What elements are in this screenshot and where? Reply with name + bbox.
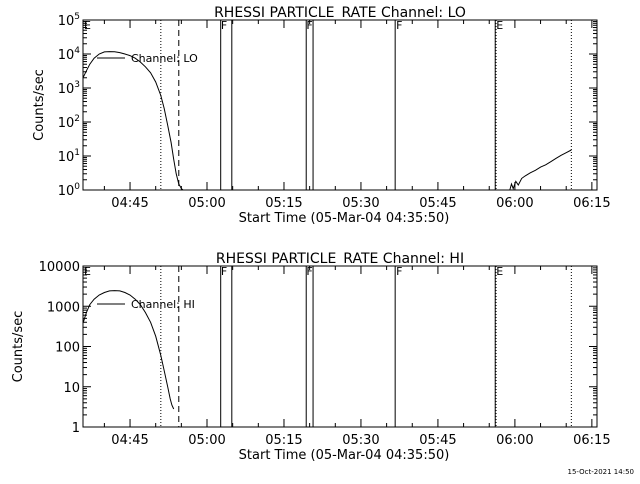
flag-label: F xyxy=(306,19,312,32)
chart-title: RHESSI PARTICLE_RATE Channel: HI xyxy=(216,251,464,267)
y-tick-label: 105 xyxy=(58,12,80,29)
y-tick-label: 104 xyxy=(58,46,81,63)
x-tick-label: 06:00 xyxy=(496,433,533,448)
x-tick-label: 05:00 xyxy=(188,433,225,448)
flag-label: F xyxy=(396,265,402,278)
y-tick-label: 100 xyxy=(58,182,81,199)
y-tick-label: 100 xyxy=(55,341,80,356)
series-line xyxy=(82,290,175,410)
plot-frame xyxy=(82,265,598,428)
x-tick-label: 06:15 xyxy=(573,196,610,211)
chart-panel: RHESSI PARTICLE_RATE Channel: LO 100 101 10… xyxy=(32,5,611,226)
y-tick-label: 1 xyxy=(72,421,80,436)
flag-label: F xyxy=(221,265,227,278)
x-tick-label: 04:45 xyxy=(111,433,148,448)
flag-label: E xyxy=(496,19,503,32)
x-tick-label: 05:00 xyxy=(188,196,225,211)
x-tick-label: 05:30 xyxy=(342,433,379,448)
y-tick-label: 10 xyxy=(63,381,80,396)
flag-label: F xyxy=(221,19,227,32)
series-line xyxy=(509,149,572,191)
x-tick-label: 05:15 xyxy=(265,196,302,211)
x-tick-label: 05:15 xyxy=(265,433,302,448)
y-axis-label: Counts/sec xyxy=(32,69,47,141)
flag-label: F xyxy=(306,265,312,278)
flag-label: F xyxy=(396,19,402,32)
x-tick-label: 05:45 xyxy=(419,196,456,211)
x-tick-label: 05:45 xyxy=(419,433,456,448)
flag-label: E xyxy=(496,265,503,278)
y-tick-label: 1000 xyxy=(47,300,80,315)
legend-label: Channel: HI xyxy=(131,298,195,311)
y-tick-label: 10000 xyxy=(39,260,80,275)
y-tick-label: 102 xyxy=(58,114,80,131)
chart-panel: RHESSI PARTICLE_RATE Channel: HI 1 10 100 10… xyxy=(11,251,611,463)
y-axis-label: Counts/sec xyxy=(11,311,26,383)
footer-timestamp: 15-Oct-2021 14:50 xyxy=(567,468,634,476)
plot-frame xyxy=(82,19,598,191)
x-axis-label: Start Time (05-Mar-04 04:35:50) xyxy=(239,211,450,226)
flag-label: E xyxy=(84,265,91,278)
series-line xyxy=(82,51,184,191)
x-axis-label: Start Time (05-Mar-04 04:35:50) xyxy=(239,448,450,463)
y-tick-label: 103 xyxy=(58,80,80,97)
legend-label: Channel: LO xyxy=(131,52,198,65)
x-tick-label: 06:00 xyxy=(496,196,533,211)
x-tick-label: 04:45 xyxy=(111,196,148,211)
x-tick-label: 05:30 xyxy=(342,196,379,211)
x-tick-label: 06:15 xyxy=(573,433,610,448)
chart-title: RHESSI PARTICLE_RATE Channel: LO xyxy=(214,5,466,21)
flag-label: E xyxy=(84,19,91,32)
y-tick-label: 101 xyxy=(58,148,80,165)
